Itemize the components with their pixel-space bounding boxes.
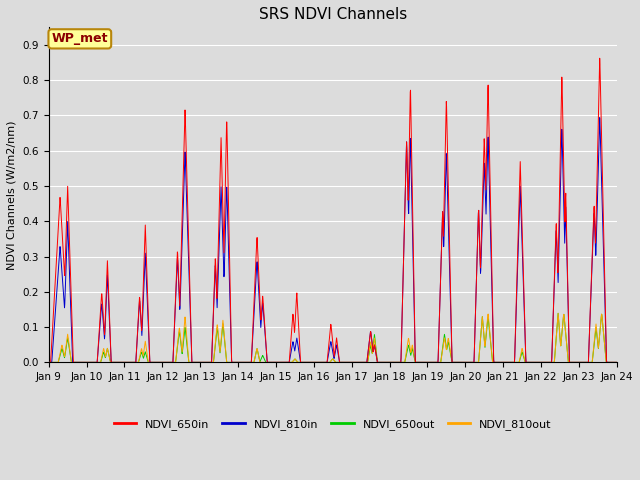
Title: SRS NDVI Channels: SRS NDVI Channels: [259, 7, 407, 22]
Legend: NDVI_650in, NDVI_810in, NDVI_650out, NDVI_810out: NDVI_650in, NDVI_810in, NDVI_650out, NDV…: [109, 415, 556, 434]
Y-axis label: NDVI Channels (W/m2/nm): NDVI Channels (W/m2/nm): [7, 120, 17, 270]
Text: WP_met: WP_met: [52, 32, 108, 45]
